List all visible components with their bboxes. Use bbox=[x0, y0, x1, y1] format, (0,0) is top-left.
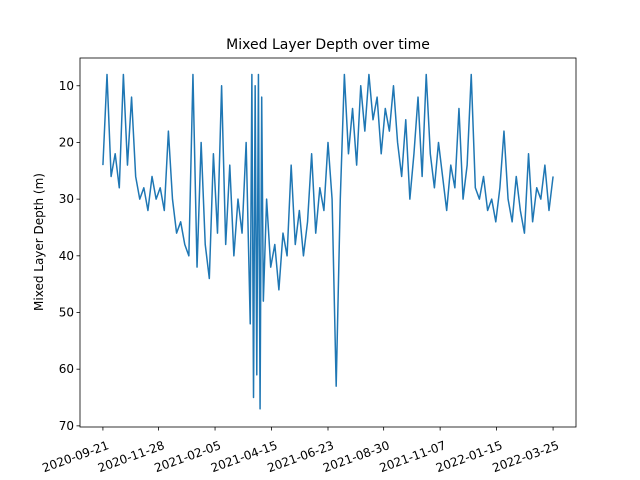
data-line bbox=[102, 73, 554, 410]
y-tick-label: 40 bbox=[59, 249, 74, 263]
y-tick-label: 10 bbox=[59, 79, 74, 93]
y-tick-label: 20 bbox=[59, 135, 74, 149]
y-axis-label: Mixed Layer Depth (m) bbox=[32, 173, 46, 311]
y-tick-label: 30 bbox=[59, 192, 74, 206]
y-tick-label: 70 bbox=[59, 419, 74, 433]
chart-title: Mixed Layer Depth over time bbox=[226, 37, 430, 53]
y-tick-label: 60 bbox=[59, 362, 74, 376]
plot-frame bbox=[79, 57, 577, 428]
y-tick-label: 50 bbox=[59, 306, 74, 320]
